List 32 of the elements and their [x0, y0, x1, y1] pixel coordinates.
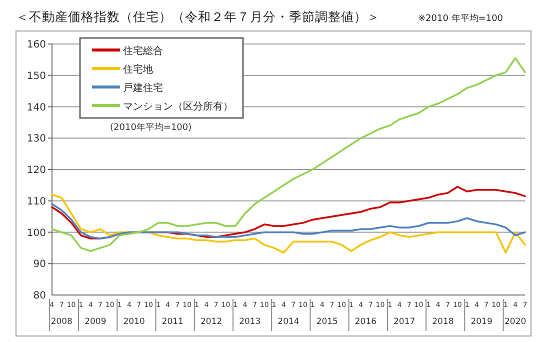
text: 2016 [354, 317, 377, 327]
legend-label: 住宅地 [123, 64, 153, 76]
text: 2011 [162, 317, 184, 327]
text: 2009 [84, 317, 106, 327]
text: 2020 [504, 317, 526, 327]
y-tick-label: 80 [33, 290, 46, 302]
chart-subtitle: ※2010 年平均=100 [418, 13, 504, 24]
text: 2015 [316, 317, 338, 327]
y-tick-label: 160 [26, 40, 46, 50]
text: 2014 [278, 317, 300, 327]
y-tick-label: 120 [26, 165, 46, 176]
y-tick-label: 90 [33, 259, 46, 270]
y-tick-label: 130 [26, 134, 46, 145]
y-tick-label: 100 [26, 228, 46, 239]
chart-title: ＜不動産価格指数（住宅）（令和２年７月分・季節調整値）＞ [16, 9, 380, 24]
text: 2018 [432, 317, 454, 327]
y-tick-label: 110 [26, 196, 46, 208]
text: 2017 [394, 317, 416, 327]
legend-label: 戸建住宅 [123, 82, 163, 94]
legend-label: 住宅総合 [123, 45, 163, 57]
text: 2008 [50, 317, 72, 327]
line-series [51, 203, 526, 240]
text: 2019 [470, 317, 492, 327]
line-series [51, 194, 526, 254]
line-series [51, 57, 526, 252]
text: 2012 [200, 317, 222, 327]
y-tick-label: 140 [26, 102, 46, 114]
text: 2013 [239, 317, 261, 327]
legend-label: マンション（区分所有） [123, 100, 233, 112]
annotation: (2010年平均=100) [110, 122, 192, 133]
text: 2010 [123, 317, 145, 327]
y-tick-label: 150 [26, 70, 46, 82]
